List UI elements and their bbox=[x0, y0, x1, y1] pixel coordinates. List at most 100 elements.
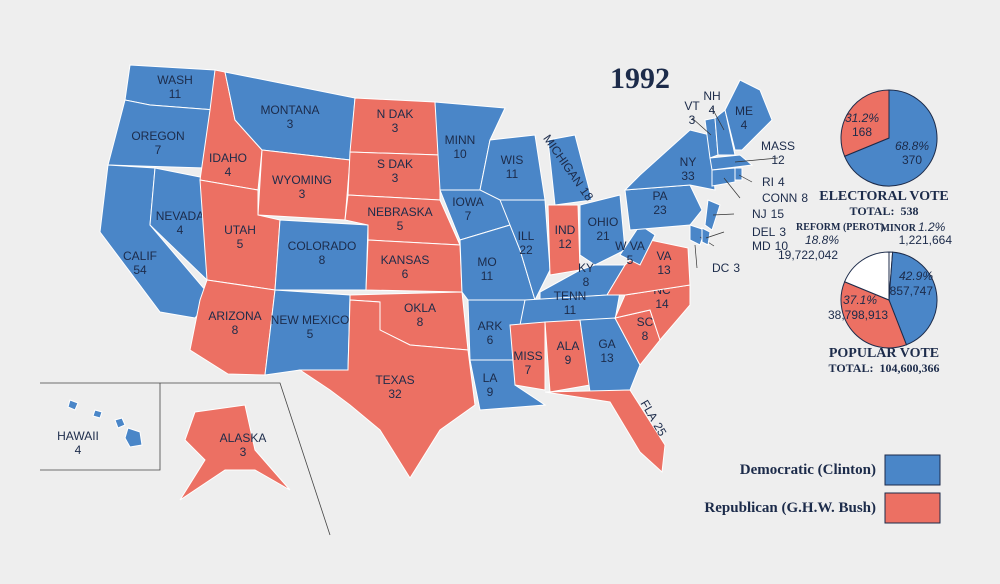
slice-percent: 42.9% bbox=[899, 269, 933, 283]
state-name: NEBRASKA bbox=[367, 205, 432, 219]
state-name: NY bbox=[680, 155, 697, 169]
state-votes: 11 bbox=[169, 87, 182, 101]
state-name: CONN bbox=[762, 191, 797, 205]
electoral-title: ELECTORAL VOTE bbox=[819, 189, 949, 204]
state-votes: 9 bbox=[487, 385, 494, 399]
state-votes: 6 bbox=[402, 267, 409, 281]
state-votes: 4 bbox=[225, 165, 232, 179]
state-votes: 21 bbox=[596, 229, 610, 243]
state-name: ME bbox=[735, 104, 753, 118]
popular-total: TOTAL: 104,600,366 bbox=[829, 361, 940, 375]
state-votes: 54 bbox=[133, 263, 147, 277]
slice-count: 168 bbox=[852, 125, 872, 139]
state-name: WYOMING bbox=[272, 173, 332, 187]
state-name: ARIZONA bbox=[208, 309, 261, 323]
state-name: TEXAS bbox=[375, 373, 414, 387]
state-name: ALASKA bbox=[220, 431, 267, 445]
state-votes: 11 bbox=[506, 167, 519, 181]
pies: 68.8%370 31.2%168 MINOR 1.2%1,221,664 42.9% 4… bbox=[778, 89, 953, 349]
leader-line bbox=[738, 174, 753, 183]
slice-name: REFORM (PEROT) bbox=[796, 222, 884, 233]
title: 1992 bbox=[610, 62, 670, 95]
state-name: RI bbox=[762, 175, 774, 189]
slice-name: MINOR bbox=[880, 223, 916, 234]
state-votes: 3 bbox=[287, 117, 294, 131]
state-votes: 10 bbox=[775, 239, 789, 253]
state-label: RI 4 bbox=[762, 175, 785, 189]
state-name: MASS bbox=[761, 139, 795, 153]
state-shape bbox=[519, 291, 621, 326]
state-name: DC bbox=[712, 261, 730, 275]
state-shape bbox=[709, 154, 754, 171]
electoral-total: TOTAL: 538 bbox=[850, 204, 919, 218]
state-shape bbox=[606, 239, 691, 296]
state-name: GA bbox=[598, 337, 615, 351]
state-votes: 4 bbox=[709, 103, 716, 117]
state-votes: 8 bbox=[319, 253, 326, 267]
state-name: N DAK bbox=[377, 107, 414, 121]
slice-percent: 68.8% bbox=[895, 139, 929, 153]
state-votes: 3 bbox=[779, 225, 786, 239]
state-name: DEL bbox=[752, 225, 776, 239]
state-votes: 3 bbox=[299, 187, 306, 201]
state-shape bbox=[704, 199, 721, 231]
leader-line bbox=[691, 117, 712, 136]
states: WASH11OREGON7CALIF54NEVADA4IDAHO4MONTANA… bbox=[57, 64, 808, 501]
state-votes: 5 bbox=[397, 219, 404, 233]
state-votes: 13 bbox=[657, 263, 671, 277]
state-label: DEL 3 bbox=[752, 225, 786, 239]
state-label: MD 10 bbox=[752, 239, 788, 253]
state-shape bbox=[509, 321, 546, 391]
slice-percent: 31.2% bbox=[845, 111, 879, 125]
state-shape bbox=[734, 167, 743, 181]
leader-line bbox=[711, 107, 725, 131]
state-name: WASH bbox=[157, 73, 193, 87]
inset-border bbox=[40, 382, 331, 536]
state-votes: 5 bbox=[627, 253, 634, 267]
slice-percent: 18.8% bbox=[805, 233, 839, 247]
state-shape bbox=[711, 167, 736, 187]
state-votes: 3 bbox=[392, 171, 399, 185]
state-name: ARK bbox=[478, 319, 503, 333]
state-name: MINN bbox=[445, 133, 476, 147]
state-name: NEW MEXICO bbox=[271, 313, 350, 327]
state-name: NEVADA bbox=[156, 209, 204, 223]
state-name: NJ bbox=[752, 207, 767, 221]
state-name: SC bbox=[637, 315, 654, 329]
state-shape bbox=[547, 134, 593, 206]
state-votes: 8 bbox=[417, 315, 424, 329]
inset-border bbox=[40, 383, 161, 471]
slice-count: 19,722,042 bbox=[778, 248, 838, 262]
state-name: TENN bbox=[554, 289, 587, 303]
state-shape bbox=[701, 227, 711, 246]
state-name: OHIO bbox=[588, 215, 619, 229]
slice-percent: 37.1% bbox=[843, 293, 877, 307]
state-votes: 11 bbox=[564, 303, 577, 317]
state-name: LA bbox=[483, 371, 498, 385]
state-shape bbox=[298, 299, 476, 479]
state-votes: 7 bbox=[465, 209, 472, 223]
state-votes: 14 bbox=[655, 297, 669, 311]
slice-percent: 1.2% bbox=[918, 220, 946, 234]
state-votes: 3 bbox=[733, 261, 740, 275]
state-name: UTAH bbox=[224, 223, 256, 237]
state-votes: 8 bbox=[583, 275, 590, 289]
slice-count: 1,221,664 bbox=[899, 233, 953, 247]
pie-slice bbox=[840, 89, 890, 157]
state-votes: 7 bbox=[525, 363, 532, 377]
state-votes: 10 bbox=[453, 147, 467, 161]
slice-count: 370 bbox=[902, 153, 922, 167]
state-name: VA bbox=[656, 249, 671, 263]
state-name: IDAHO bbox=[209, 151, 247, 165]
state-votes: 7 bbox=[155, 143, 162, 157]
state-votes: 8 bbox=[642, 329, 649, 343]
slice-count: 38,798,913 bbox=[828, 308, 888, 322]
state-votes: 22 bbox=[519, 243, 533, 257]
state-name: KY bbox=[578, 261, 594, 275]
state-votes: 25 bbox=[651, 420, 670, 439]
state-name: OREGON bbox=[131, 129, 184, 143]
state-name: COLORADO bbox=[288, 239, 357, 253]
state-name: WIS bbox=[501, 153, 524, 167]
state-name: S DAK bbox=[377, 157, 413, 171]
state-name: IND bbox=[555, 223, 576, 237]
